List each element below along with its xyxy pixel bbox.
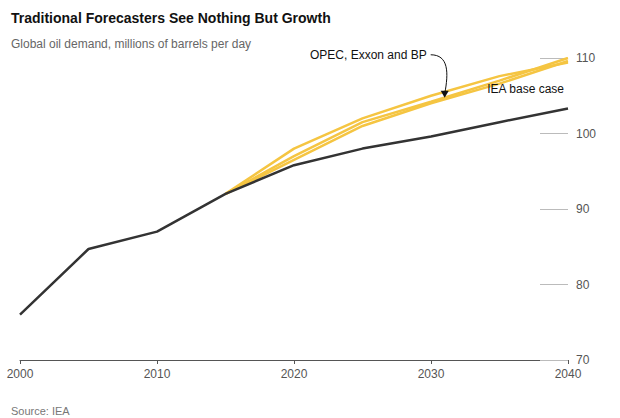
svg-text:IEA base case: IEA base case (487, 82, 564, 96)
svg-text:2020: 2020 (281, 367, 308, 381)
svg-text:90: 90 (576, 202, 590, 216)
svg-text:Global oil demand, millions of: Global oil demand, millions of barrels p… (11, 37, 251, 51)
svg-text:80: 80 (576, 278, 590, 292)
svg-text:2010: 2010 (144, 367, 171, 381)
svg-text:OPEC, Exxon and BP: OPEC, Exxon and BP (310, 48, 427, 62)
svg-text:100: 100 (576, 127, 596, 141)
svg-text:2040: 2040 (555, 367, 582, 381)
svg-text:2000: 2000 (7, 367, 34, 381)
svg-text:70: 70 (576, 353, 590, 367)
svg-text:Source: IEA: Source: IEA (11, 405, 70, 417)
svg-text:110: 110 (576, 51, 595, 65)
svg-text:Traditional Forecasters See No: Traditional Forecasters See Nothing But … (11, 10, 331, 26)
svg-text:2030: 2030 (418, 367, 445, 381)
